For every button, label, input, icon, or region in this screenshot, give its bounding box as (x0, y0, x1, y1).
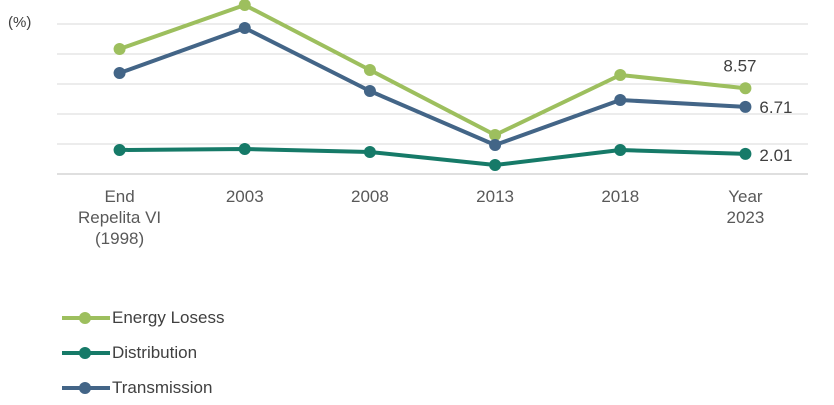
legend-label: Distribution (112, 342, 198, 362)
y-axis-label: (%) (8, 14, 31, 31)
x-tick-label: 2013 (476, 187, 514, 206)
data-point-transmission (489, 139, 502, 151)
legend-item-distribution: Distribution (62, 335, 224, 370)
series-line-energy-losess (118, 3, 746, 137)
data-point-transmission (113, 67, 126, 79)
legend-swatch (62, 306, 110, 330)
data-point-transmission (739, 100, 752, 113)
data-point-energy-losess (739, 82, 752, 95)
legend-swatch (62, 376, 110, 400)
line-chart: (%) End Repelita VI (1998) 2003 2008 2013 2018 Y… (8, 0, 808, 248)
data-label: 8.57 (723, 56, 756, 75)
data-point-energy-losess (238, 0, 251, 11)
series-line-distribution (119, 147, 746, 167)
data-label: 6.71 (759, 98, 792, 117)
x-tick-label: 2008 (351, 187, 389, 206)
x-tick-label: Year 2023 (727, 187, 765, 227)
data-point-energy-losess (489, 129, 502, 141)
series-line-transmission (118, 26, 746, 147)
data-point-transmission (614, 94, 627, 106)
data-point-transmission (363, 85, 376, 97)
data-point-distribution (113, 144, 126, 156)
data-point-energy-losess (113, 43, 126, 55)
data-point-transmission (238, 22, 251, 34)
legend-swatch (62, 341, 110, 365)
data-point-energy-losess (363, 64, 376, 76)
legend-item-energy-losess: Energy Losess (62, 300, 224, 335)
data-point-energy-losess (614, 69, 627, 81)
data-point-distribution (614, 144, 627, 156)
legend: Energy Losess Distribution Transmission (62, 300, 224, 405)
data-point-distribution (238, 143, 251, 155)
data-point-distribution (739, 147, 752, 160)
data-point-distribution (489, 159, 502, 171)
legend-item-transmission: Transmission (62, 370, 224, 405)
x-tick-label: 2003 (226, 187, 264, 206)
legend-label: Energy Losess (112, 307, 225, 327)
legend-label: Transmission (112, 377, 213, 397)
data-label: 2.01 (759, 146, 792, 165)
x-tick-label: End Repelita VI (1998) (78, 187, 161, 248)
x-tick-label: 2018 (601, 187, 639, 206)
data-point-distribution (363, 146, 376, 158)
